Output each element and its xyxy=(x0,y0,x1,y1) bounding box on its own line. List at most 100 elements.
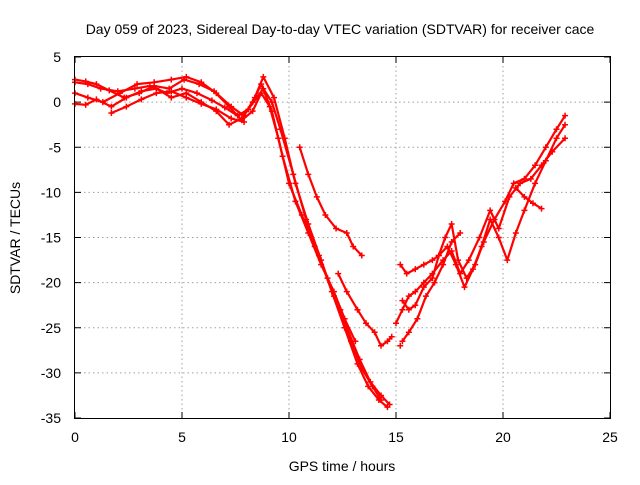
data-point-marker xyxy=(121,94,128,101)
x-tick-label: 5 xyxy=(178,429,186,445)
chart-title: Day 059 of 2023, Sidereal Day-to-day VTE… xyxy=(86,21,595,37)
data-point-marker xyxy=(529,200,536,207)
series-line xyxy=(298,146,363,257)
data-point-marker xyxy=(221,104,228,111)
data-point-marker xyxy=(502,198,509,205)
data-point-marker xyxy=(527,175,534,182)
data-point-marker xyxy=(431,279,438,286)
data-point-marker xyxy=(369,383,376,390)
y-tick-label: -35 xyxy=(41,410,61,426)
x-tick-label: 0 xyxy=(71,429,79,445)
series-layer xyxy=(72,73,569,411)
data-point-marker xyxy=(384,338,391,345)
data-point-marker xyxy=(562,121,569,128)
data-point-marker xyxy=(181,76,188,83)
data-point-marker xyxy=(208,97,215,104)
data-point-marker xyxy=(429,257,436,264)
y-axis-title: SDTVAR / TECUs xyxy=(7,182,23,294)
series-line xyxy=(73,75,391,406)
data-point-marker xyxy=(84,94,91,101)
axis-layer: 0 5 10 15 20 25 5 0 -5 -10 -15 -20 -25 -30 -35 xyxy=(41,49,618,445)
data-point-marker xyxy=(241,118,248,125)
data-point-marker xyxy=(131,85,138,92)
data-point-marker xyxy=(337,306,344,313)
data-point-marker xyxy=(562,112,569,119)
data-point-marker xyxy=(487,207,494,214)
data-point-marker xyxy=(82,78,89,85)
data-point-marker xyxy=(542,157,549,164)
data-point-marker xyxy=(542,144,549,151)
grid-layer xyxy=(75,57,610,418)
data-point-marker xyxy=(405,306,412,313)
series-line xyxy=(514,186,543,210)
x-tick-label: 15 xyxy=(388,429,404,445)
data-point-marker xyxy=(448,220,455,227)
data-point-marker xyxy=(478,243,485,250)
data-point-marker xyxy=(465,257,472,264)
data-point-marker xyxy=(378,396,385,403)
data-point-marker xyxy=(440,261,447,268)
data-point-marker xyxy=(452,261,459,268)
series-track-4 xyxy=(72,76,385,403)
series-track-5 xyxy=(108,88,248,125)
data-point-marker xyxy=(397,342,404,349)
data-point-marker xyxy=(521,193,528,200)
series-line xyxy=(73,83,357,343)
data-point-marker xyxy=(292,180,299,187)
data-point-marker xyxy=(286,180,292,187)
data-point-marker xyxy=(196,81,203,88)
y-tick-label: -15 xyxy=(41,230,61,246)
data-point-marker xyxy=(487,216,494,223)
data-point-marker xyxy=(399,306,406,313)
series-track-1 xyxy=(72,79,391,411)
data-point-marker xyxy=(298,211,305,218)
series-track-11 xyxy=(512,184,545,212)
series-track-7 xyxy=(335,270,395,349)
series-track-3 xyxy=(72,81,359,345)
data-point-marker xyxy=(275,135,282,142)
data-point-marker xyxy=(138,96,145,103)
data-point-marker xyxy=(448,239,455,246)
data-point-marker xyxy=(211,88,218,95)
series-track-12 xyxy=(399,229,464,345)
x-axis-title: GPS time / hours xyxy=(289,458,396,474)
y-tick-label: -30 xyxy=(41,365,61,381)
y-tick-label: -25 xyxy=(41,320,61,336)
data-point-marker xyxy=(305,171,312,178)
data-point-marker xyxy=(538,205,545,212)
data-point-marker xyxy=(266,103,273,110)
x-tick-label: 10 xyxy=(281,429,297,445)
data-point-marker xyxy=(393,320,399,327)
data-point-marker xyxy=(123,103,130,110)
series-track-6 xyxy=(296,144,365,259)
plot-frame xyxy=(74,56,611,419)
data-point-marker xyxy=(510,180,517,187)
data-point-marker xyxy=(311,243,318,250)
data-point-marker xyxy=(435,252,442,259)
data-point-marker xyxy=(348,338,355,345)
data-point-marker xyxy=(213,106,220,113)
data-point-marker xyxy=(322,211,329,218)
x-tick-label: 20 xyxy=(495,429,511,445)
data-point-marker xyxy=(153,90,160,97)
data-point-marker xyxy=(378,342,385,349)
data-point-marker xyxy=(495,225,502,232)
data-point-marker xyxy=(249,108,256,115)
data-point-marker xyxy=(363,320,370,327)
data-point-marker xyxy=(108,103,115,110)
data-point-marker xyxy=(354,306,361,313)
data-point-marker xyxy=(193,90,200,97)
data-point-marker xyxy=(151,82,158,89)
data-point-marker xyxy=(134,81,141,88)
data-point-marker xyxy=(226,121,233,128)
data-point-marker xyxy=(228,115,235,122)
data-point-marker xyxy=(168,94,175,101)
data-point-marker xyxy=(371,329,378,336)
data-point-marker xyxy=(296,144,303,151)
data-point-marker xyxy=(343,288,350,295)
data-point-marker xyxy=(249,99,256,106)
data-point-marker xyxy=(553,135,560,142)
data-point-marker xyxy=(258,90,265,97)
series-line xyxy=(73,81,389,409)
